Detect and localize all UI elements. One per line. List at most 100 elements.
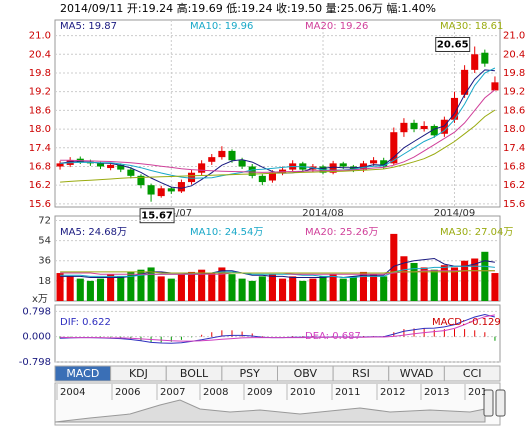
volume-bar (56, 273, 64, 301)
indicator-tab[interactable]: OBV (277, 365, 334, 382)
y-tick-label: 36 (38, 256, 51, 267)
volume-bar (491, 273, 499, 301)
extreme-annotation: 15.67 (139, 208, 175, 224)
candle-body (137, 175, 145, 186)
legend-label: MA5: 19.87 (60, 21, 117, 32)
legend-label: MA10: 19.96 (190, 21, 253, 32)
volume-bar (137, 269, 145, 301)
candle-body (248, 166, 256, 176)
y-tick-label: 54 (38, 236, 51, 247)
candle-body (400, 122, 408, 133)
indicator-tab[interactable]: KDJ (110, 365, 167, 382)
volume-bar (319, 276, 327, 301)
legend-label: MA10: 24.54万 (190, 227, 263, 238)
volume-bar (198, 269, 206, 301)
legend-label: MA30: 27.04万 (440, 227, 513, 238)
y-tick-label: 15.6 (29, 199, 51, 210)
ma-line (60, 109, 496, 183)
indicator-tab[interactable]: WVAD (388, 365, 445, 382)
volume-bar (76, 278, 84, 301)
ma-line (60, 314, 495, 342)
volume-bar (481, 251, 489, 301)
candle-body (177, 182, 185, 192)
candle-body (461, 69, 469, 95)
volume-bar (359, 271, 368, 301)
year-label: 2014 (468, 387, 493, 398)
handle-right[interactable] (495, 389, 506, 417)
year-label: 2013 (424, 387, 449, 398)
y-tick-label: 72 (38, 215, 51, 226)
tab-label: BOLL (180, 367, 209, 380)
year-label: 2009 (247, 387, 272, 398)
candle-body (238, 160, 246, 167)
volume-bar (66, 276, 74, 301)
volume-bar (157, 276, 165, 301)
tab-label: RSI (352, 367, 370, 380)
year-label: 2007 (160, 387, 185, 398)
y-tick-label-right: 15.6 (503, 199, 525, 210)
ma-line (60, 270, 495, 274)
ma-line (60, 67, 496, 179)
y-tick-label: 16.8 (29, 161, 51, 172)
volume-bar (279, 278, 287, 301)
volume-bar (339, 278, 347, 301)
volume-bar (410, 262, 418, 301)
volume-bar (238, 278, 246, 301)
tab-label: CCI (463, 367, 482, 380)
indicator-tab[interactable]: PSY (221, 365, 278, 382)
y-tick-label: 20.4 (29, 49, 51, 60)
unit-label: x万 (32, 294, 48, 305)
candle-body (228, 150, 236, 161)
scroll-handles[interactable] (483, 389, 506, 417)
year-label: 2004 (60, 387, 85, 398)
volume-bar (450, 267, 459, 301)
volume-bar (289, 276, 297, 301)
y-tick-label-right: 20.4 (503, 49, 525, 60)
y-tick-label-right: 19.8 (503, 68, 525, 79)
candle-body (380, 160, 388, 167)
y-tick-label-right: 16.2 (503, 180, 525, 191)
volume-bar (471, 258, 479, 301)
volume-bar (430, 269, 438, 301)
y-tick-label-right: 21.0 (503, 31, 525, 42)
candle-body (96, 163, 105, 167)
y-tick-label: 0.798 (22, 306, 51, 317)
indicator-tab[interactable]: RSI (332, 365, 390, 382)
indicator-tab[interactable]: CCI (443, 365, 501, 382)
annotation-box (139, 208, 175, 224)
indicator-tab[interactable]: BOLL (165, 365, 223, 382)
tab-label: KDJ (129, 367, 148, 380)
tab-label: PSY (240, 367, 261, 380)
volume-bar (228, 274, 236, 301)
candle-body (198, 163, 206, 173)
ma-line (60, 265, 495, 278)
volume-bar (309, 278, 317, 301)
volume-bar (420, 267, 428, 301)
candle-body (268, 172, 276, 181)
candle-body (117, 164, 125, 170)
volume-bar (349, 276, 357, 301)
volume-bar (127, 271, 135, 301)
year-label: 2012 (380, 387, 405, 398)
volume-bar (268, 274, 276, 301)
navigator-area (54, 399, 486, 423)
extreme-annotation: 20.65 (435, 36, 471, 52)
volume-frame (54, 215, 501, 302)
legend-label: DEA: 0.687 (305, 331, 361, 342)
annotation-label: 15.67 (141, 211, 173, 222)
ma-line (60, 89, 496, 173)
candle-body (107, 164, 115, 169)
tab-label: OBV (294, 367, 318, 380)
candle-body (370, 160, 378, 164)
year-label: 2008 (203, 387, 228, 398)
x-tick-label: 2014/09 (434, 208, 476, 219)
y-tick-label-right: 18.0 (503, 124, 525, 135)
y-tick-label: 19.8 (29, 68, 51, 79)
y-tick-label: 18.6 (29, 105, 51, 116)
handle-left[interactable] (483, 389, 494, 417)
candle-body (440, 119, 448, 134)
legend-label: MA20: 19.26 (305, 21, 368, 32)
candle-body (359, 163, 368, 170)
indicator-tab[interactable]: MACD (54, 365, 112, 382)
